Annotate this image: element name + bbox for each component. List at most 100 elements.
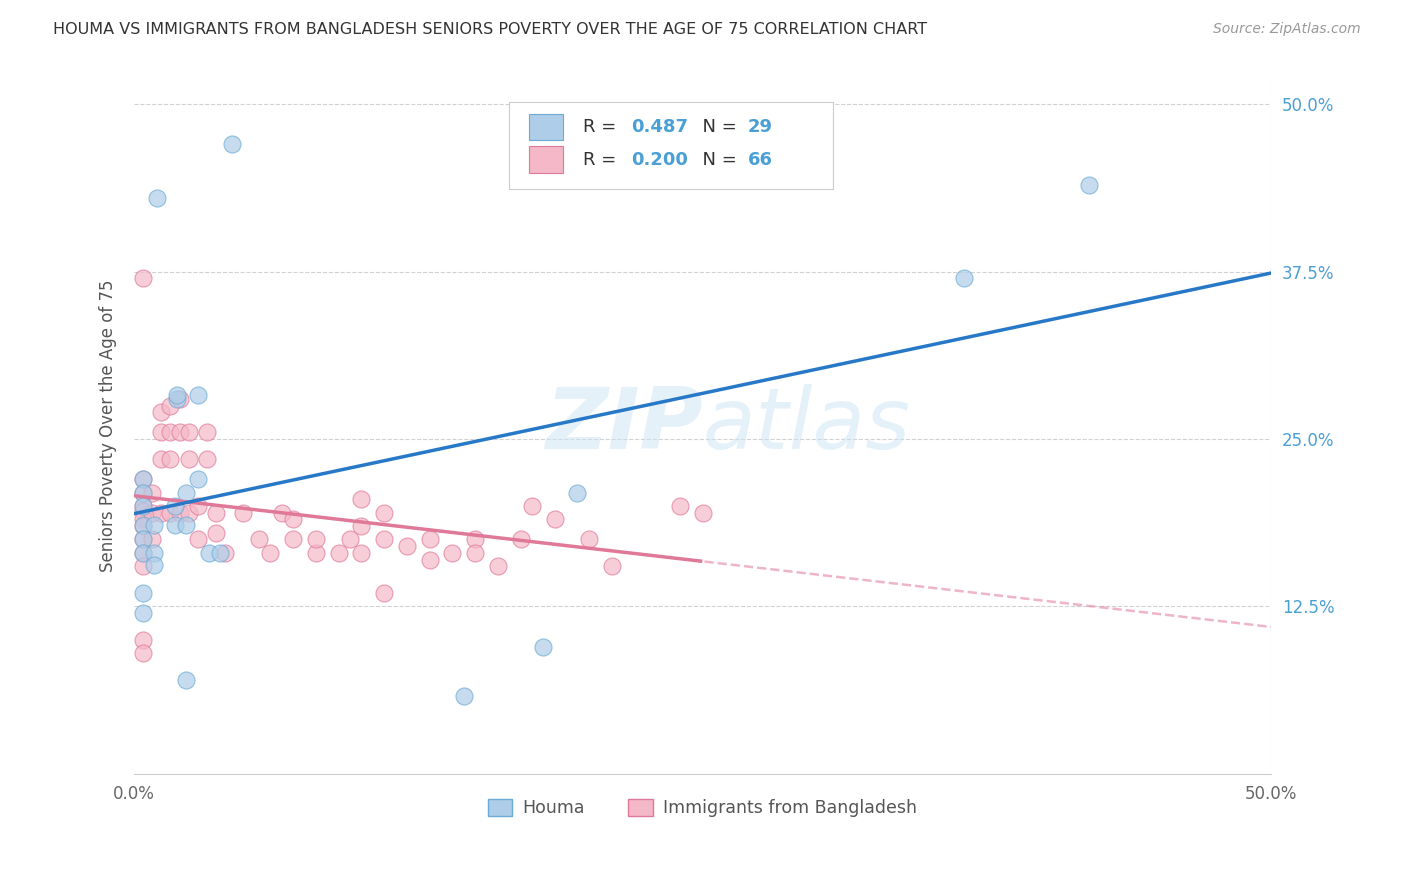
Text: atlas: atlas [703, 384, 911, 467]
Bar [529, 113, 562, 140]
Point [195, 425, 218, 440]
Point [198, 546, 221, 560]
Point [205, 506, 228, 520]
Point [132, 512, 155, 526]
Point [419, 552, 441, 566]
Point [214, 546, 236, 560]
Point [176, 517, 198, 532]
Y-axis label: Seniors Poverty Over the Age of 75: Seniors Poverty Over the Age of 75 [100, 279, 117, 572]
Text: R =: R = [583, 151, 621, 169]
Point [283, 512, 305, 526]
Point [305, 533, 328, 547]
FancyBboxPatch shape [509, 102, 834, 189]
Point [668, 499, 690, 513]
Point [373, 506, 395, 520]
Point [132, 504, 155, 518]
Point [150, 506, 173, 520]
Point [531, 640, 554, 654]
Point [177, 506, 200, 520]
Point [953, 271, 976, 285]
Point [132, 546, 155, 560]
Text: 0.487: 0.487 [631, 118, 688, 136]
Point [166, 392, 188, 406]
Point [159, 399, 181, 413]
Point [419, 533, 441, 547]
Point [132, 472, 155, 486]
Legend: Houma, Immigrants from Bangladesh: Houma, Immigrants from Bangladesh [481, 791, 924, 824]
Point [159, 452, 181, 467]
Point [373, 533, 395, 547]
Point [464, 533, 486, 547]
Point [132, 559, 155, 574]
Point [187, 388, 209, 402]
Point [567, 485, 589, 500]
Point [132, 546, 155, 560]
Point [520, 499, 543, 513]
Text: Source: ZipAtlas.com: Source: ZipAtlas.com [1213, 22, 1361, 37]
Point [150, 452, 173, 467]
Point [132, 533, 155, 547]
Point [143, 546, 166, 560]
Point [159, 425, 181, 440]
Point [132, 271, 155, 285]
Point [132, 485, 155, 500]
Point [1078, 178, 1101, 192]
Point [350, 492, 373, 507]
Point [132, 485, 155, 500]
Point [247, 533, 270, 547]
Text: ZIP: ZIP [546, 384, 703, 467]
Point [132, 519, 155, 533]
Point [441, 546, 464, 560]
Point [132, 586, 155, 600]
Point [177, 425, 200, 440]
Point [132, 606, 155, 620]
Point [259, 546, 281, 560]
Text: 66: 66 [748, 151, 773, 169]
Point [486, 559, 509, 574]
Text: N =: N = [692, 151, 742, 169]
Point [544, 512, 567, 526]
Point [305, 546, 328, 560]
Point [132, 499, 155, 513]
Text: R =: R = [583, 118, 621, 136]
Text: 29: 29 [748, 118, 773, 136]
Point [195, 452, 218, 467]
Point [578, 533, 600, 547]
Text: N =: N = [692, 118, 742, 136]
Point [141, 485, 163, 500]
Point [339, 533, 361, 547]
Point [132, 646, 155, 660]
Point [166, 388, 188, 402]
Point [141, 533, 163, 547]
Point [145, 191, 167, 205]
Point [187, 499, 209, 513]
Point [176, 485, 198, 500]
Point [169, 425, 191, 440]
Point [150, 405, 173, 419]
Point [350, 519, 373, 533]
Point [150, 425, 173, 440]
Bar [529, 146, 562, 173]
Point [464, 546, 486, 560]
Point [350, 546, 373, 560]
Point [143, 517, 166, 532]
Point [283, 533, 305, 547]
Point [328, 546, 350, 560]
Point [176, 673, 198, 687]
Point [169, 506, 191, 520]
Point [232, 506, 254, 520]
Point [453, 689, 475, 703]
Point [373, 586, 395, 600]
Point [132, 533, 155, 547]
Point [141, 506, 163, 520]
Point [270, 506, 292, 520]
Point [209, 546, 232, 560]
Point [205, 525, 228, 540]
Point [143, 558, 166, 572]
Point [187, 533, 209, 547]
Point [600, 559, 623, 574]
Point [169, 392, 191, 406]
Text: HOUMA VS IMMIGRANTS FROM BANGLADESH SENIORS POVERTY OVER THE AGE OF 75 CORRELATI: HOUMA VS IMMIGRANTS FROM BANGLADESH SENI… [53, 22, 928, 37]
Point [132, 499, 155, 513]
Point [163, 517, 186, 532]
